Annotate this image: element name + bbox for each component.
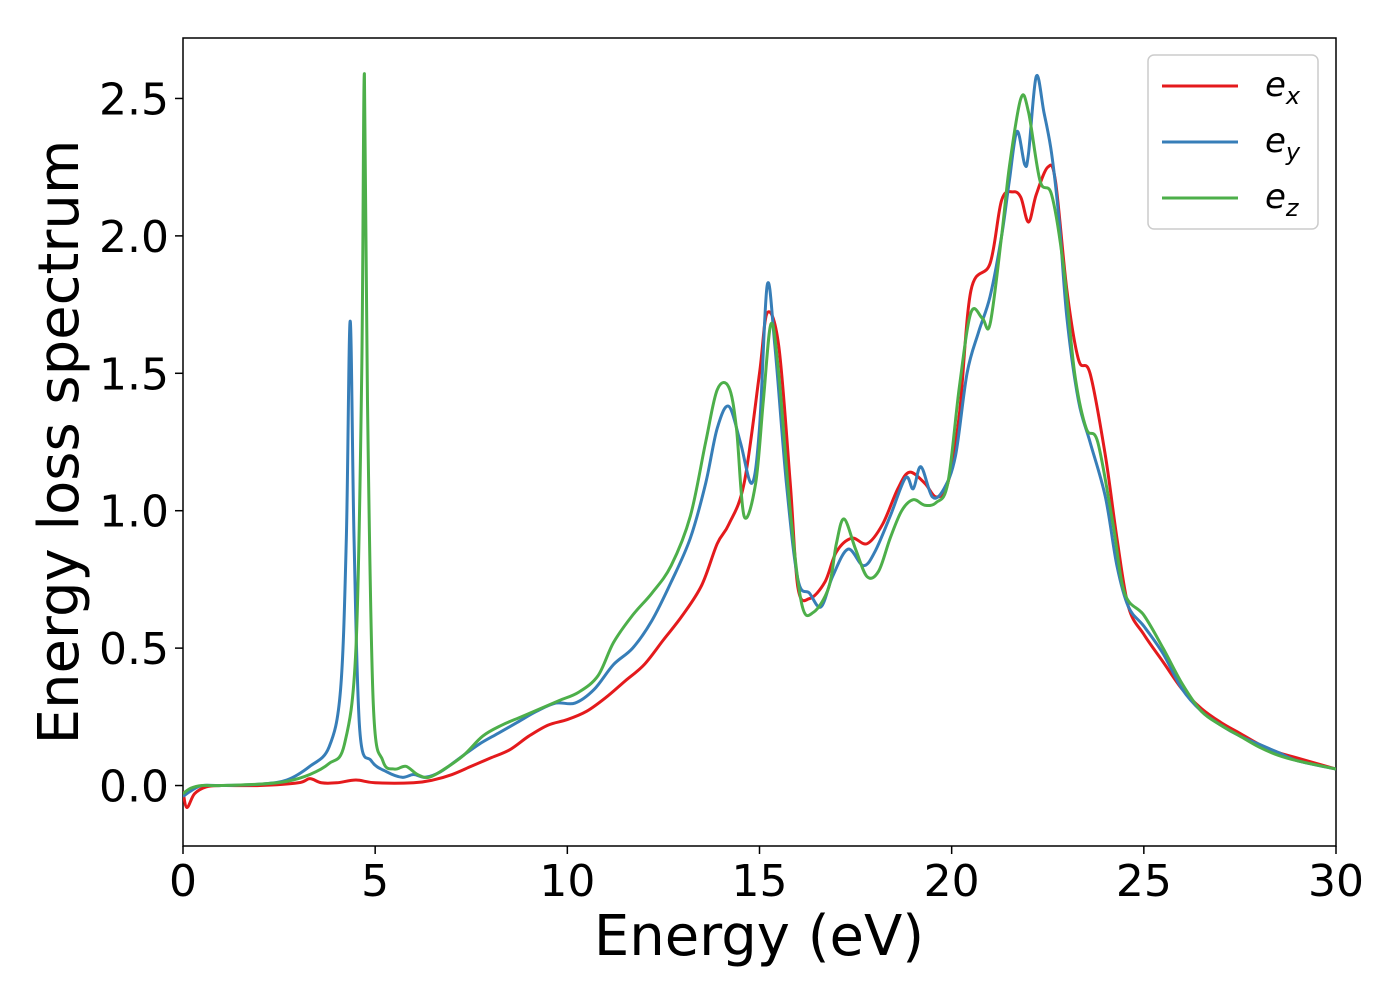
x-tick-label: 10: [539, 856, 595, 907]
x-tick-label: 5: [361, 856, 389, 907]
x-tick-label: 25: [1116, 856, 1172, 907]
series-layer: [183, 72, 1336, 810]
legend-label-e-y: ey: [1265, 121, 1301, 166]
x-tick-label: 20: [924, 856, 980, 907]
x-axis-label: Energy (eV): [594, 904, 924, 969]
y-tick-label: 2.0: [99, 212, 169, 263]
y-tick-label: 0.0: [99, 762, 169, 813]
legend-label-e-z: ez: [1265, 177, 1300, 222]
axes-layer: 0 5 10 15 20 25 30 0.0 0.5 1.0 1.5 2.0 2.5: [99, 74, 1364, 907]
y-tick-label: 1.5: [99, 349, 169, 400]
x-tick-label: 0: [169, 856, 197, 907]
y-tick-label: 0.5: [99, 624, 169, 675]
series-line-e-z: [183, 72, 1336, 796]
x-tick-label: 30: [1308, 856, 1364, 907]
y-axis-label: Energy loss spectrum: [27, 140, 92, 745]
legend: ex ey ez: [1147, 54, 1319, 230]
y-tick-label: 2.5: [99, 74, 169, 125]
x-tick-label: 15: [732, 856, 788, 907]
legend-label-e-x: ex: [1265, 65, 1301, 110]
y-tick-label: 1.0: [99, 487, 169, 538]
